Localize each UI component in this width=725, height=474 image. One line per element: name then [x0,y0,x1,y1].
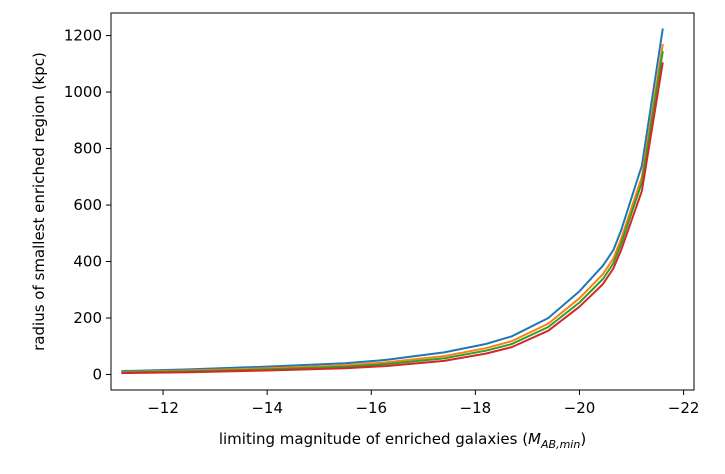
y-tick-label: 600 [73,196,102,214]
y-axis: 0 200 400 600 800 1000 1200 [64,27,111,383]
x-tick-label: −20 [564,399,596,417]
x-tick-label: −14 [251,399,283,417]
series-line-2 [121,43,664,373]
x-tick-label: −22 [668,399,700,417]
series-layer [121,28,664,375]
x-axis-label-math: M [528,430,541,448]
y-tick-label: 1000 [64,83,102,101]
y-tick-label: 0 [92,365,102,383]
x-tick-label: −16 [355,399,387,417]
x-axis-label-subscript: AB,min [540,438,580,451]
series-line-4 [121,62,664,375]
x-tick-label: −18 [460,399,492,417]
series-line-1 [121,28,664,373]
x-axis-label-close: ) [580,430,586,448]
y-tick-label: 200 [73,309,102,327]
x-axis-label: limiting magnitude of enriched galaxies … [219,430,586,451]
x-axis: −12 −14 −16 −18 −20 −22 [147,390,699,417]
y-tick-label: 1200 [64,27,102,45]
series-line-3 [121,50,664,374]
y-tick-label: 400 [73,253,102,271]
x-tick-label: −12 [147,399,179,417]
x-axis-label-text: limiting magnitude of enriched galaxies … [219,430,528,448]
y-axis-label: radius of smallest enriched region (kpc) [30,52,48,351]
plot-frame [110,12,695,391]
y-tick-label: 800 [73,140,102,158]
